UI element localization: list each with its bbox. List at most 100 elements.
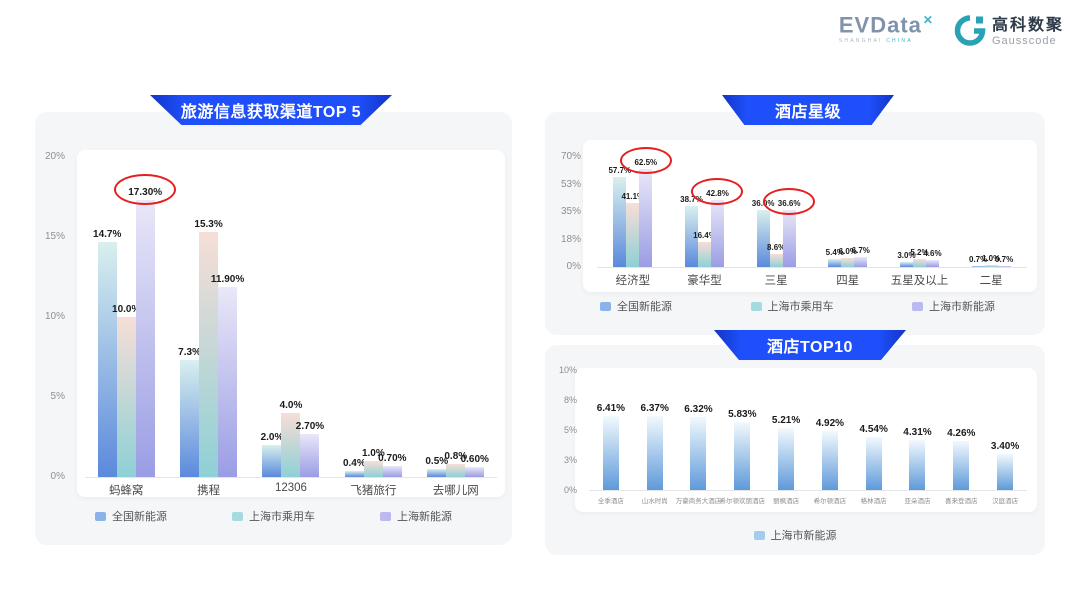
value-label: 0.4% — [342, 457, 366, 469]
legend-item: 上海新能源 — [380, 508, 452, 524]
evdata-x-icon: ✕ — [922, 13, 934, 27]
legend-swatch — [95, 511, 106, 521]
value-label: 10.0% — [112, 304, 141, 315]
value-label: 11.90% — [210, 273, 245, 285]
evdata-wordmark: EVData✕ — [839, 14, 934, 36]
evdata-tagline: SHANGHAI CHINA — [839, 39, 913, 44]
category-label: 山水时尚 — [641, 498, 668, 505]
chart-card — [583, 140, 1037, 292]
value-label: 0.70% — [378, 452, 407, 464]
bar-column: 0.4% — [343, 458, 366, 477]
legend-item: 上海市新能源 — [753, 527, 837, 543]
bar — [97, 241, 117, 477]
value-label: 4.26% — [947, 428, 976, 440]
bar-column: 6.41% — [597, 403, 625, 490]
bar — [382, 465, 402, 477]
category-label: 豪华型 — [687, 275, 722, 287]
value-label: 16.4% — [693, 230, 716, 240]
value-label: 2.0% — [260, 432, 284, 443]
bar-set: 5.4% 6.0% 6.7% — [826, 246, 870, 267]
bar-column: 4.6% — [923, 249, 942, 267]
y-tick-label: 10% — [44, 311, 65, 322]
bar-chart-hotel-stars: 57.7% 41.1% 62.5% 经济型 38.7% 16.4% 42.8% 豪华型 36.0… — [597, 147, 1027, 287]
bar-column: 1.0% — [362, 448, 385, 477]
category-label: 飞猪旅行 — [350, 485, 397, 497]
bar-set: 0.7% 1.0% 0.7% — [969, 254, 1013, 267]
chart-title-banner-hotel-stars: 酒店星级 — [722, 95, 894, 125]
y-tick-label: 35% — [560, 206, 581, 217]
legend: 全国新能源 上海市乘用车 上海市新能源 — [575, 298, 1020, 314]
bar-set: 14.7% 10.0% 17.30% — [93, 174, 177, 477]
panel-hotel-stars: 0% 18% 35% 53% 70% 57.7% 41.1% 62.5% 经济型 38.7% 16… — [545, 112, 1045, 335]
bar-set: 6.32% — [684, 404, 713, 490]
bar — [300, 433, 320, 477]
category-label: 经济型 — [615, 275, 651, 287]
bar-group: 3.0% 5.2% 4.6% 五星及以上 — [891, 157, 949, 287]
category-label: 喜来登酒店 — [945, 498, 978, 505]
category-label: 去哪儿网 — [432, 485, 479, 497]
category-label: 希尔顿酒店 — [813, 498, 847, 505]
bar-column: 6.32% — [684, 404, 713, 490]
header-logos: EVData✕ SHANGHAI CHINA 高科数聚 Gausscode — [839, 14, 1064, 51]
value-label: 6.37% — [640, 403, 669, 415]
value-label: 7.3% — [178, 347, 201, 359]
value-label: 5.4% — [825, 247, 844, 257]
bar-column: 36.6% — [763, 187, 816, 267]
value-label: 6.32% — [684, 403, 713, 415]
legend-label: 上海新能源 — [397, 511, 452, 523]
bar — [828, 258, 842, 267]
category-label: 亚朵酒店 — [904, 498, 931, 505]
bar — [782, 209, 796, 267]
bar-column: 4.26% — [947, 428, 975, 490]
bar-group: 0.5% 0.8% 0.60% 去哪儿网 — [425, 157, 489, 497]
bar-column: 6.0% — [839, 247, 857, 267]
value-label: 57.7% — [608, 165, 632, 175]
bar-group: 4.31% 亚朵酒店 — [903, 370, 932, 505]
category-label: 汉庭酒店 — [992, 498, 1019, 505]
value-label: 15.3% — [194, 219, 223, 231]
value-label: 4.92% — [815, 418, 845, 430]
panel-travel-channels: 0% 5% 10% 15% 20% 14.7% 10.0% 17.30% 蚂蜂窝 7.3% 15.… — [35, 112, 512, 545]
bar-column: 2.70% — [296, 421, 324, 477]
legend-item: 上海市乘用车 — [232, 508, 315, 524]
category-label: 二星 — [979, 275, 1003, 287]
bar-group: 4.92% 希尔顿酒店 — [814, 370, 847, 505]
bar-set: 4.31% — [903, 427, 932, 490]
bar — [465, 467, 485, 477]
bar — [841, 257, 855, 267]
bar-set: 38.7% 16.4% 42.8% — [680, 178, 744, 267]
bar-group: 6.32% 万豪商务大酒店 — [676, 370, 722, 505]
evdata-tagline-left: SHANGHAI — [838, 38, 887, 45]
category-label: 五星及以上 — [890, 275, 949, 287]
value-label: 4.0% — [279, 400, 303, 411]
bar-set: 36.0% 8.6% 36.6% — [752, 187, 816, 267]
bar-set: 4.26% — [947, 428, 975, 490]
bar-column: 5.21% — [772, 415, 800, 490]
legend-item: 上海市乘用车 — [750, 298, 834, 314]
bar — [613, 176, 627, 267]
y-tick-label: 0% — [566, 261, 581, 272]
bar — [865, 436, 882, 490]
value-label: 1.0% — [981, 254, 1001, 264]
gausscode-cn: 高科数聚 — [991, 16, 1064, 34]
chart-title: 旅游信息获取渠道TOP 5 — [180, 104, 362, 121]
bar — [116, 317, 136, 477]
bar-column: 7.3% — [178, 347, 201, 477]
category-label: 格林酒店 — [860, 498, 887, 505]
value-label: 0.5% — [425, 456, 449, 467]
category-label: 12306 — [274, 482, 307, 494]
bar-column: 2.0% — [261, 432, 283, 477]
legend-swatch — [232, 511, 243, 521]
bar — [854, 256, 868, 267]
bar-column: 3.0% — [897, 251, 916, 267]
legend-item: 全国新能源 — [95, 508, 167, 524]
value-label: 0.60% — [460, 454, 489, 466]
y-tick-label: 0% — [50, 471, 65, 482]
bar — [262, 445, 282, 477]
bar — [684, 206, 698, 267]
bar — [646, 416, 663, 490]
legend-swatch — [912, 301, 923, 311]
bar-set: 4.54% — [859, 424, 888, 490]
bar-column: 5.2% — [910, 248, 929, 267]
bar-column: 36.0% — [752, 199, 774, 267]
